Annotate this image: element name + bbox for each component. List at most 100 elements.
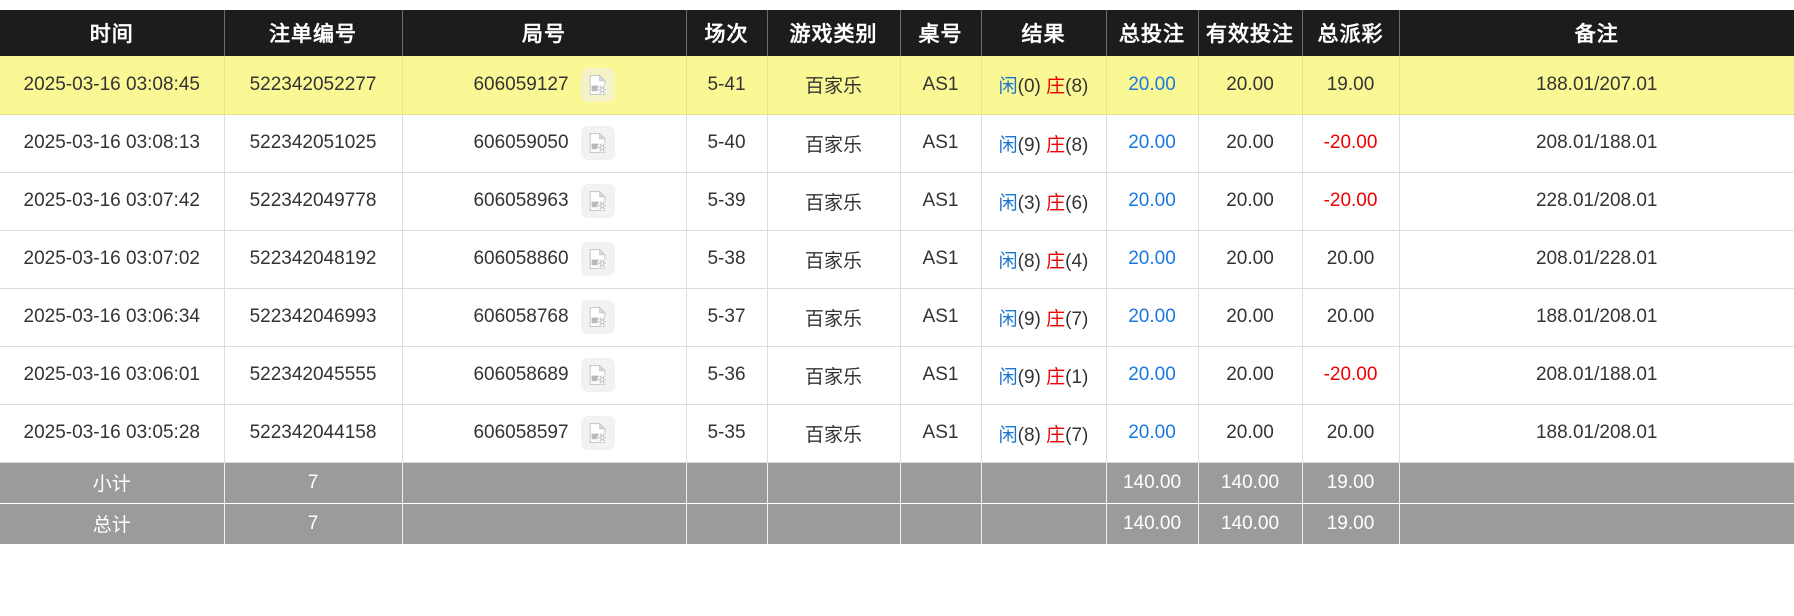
column-header-remark[interactable]: 备注 [1399, 10, 1794, 56]
cell-order-no: 522342044158 [224, 404, 403, 463]
footer-result [981, 503, 1107, 544]
column-header-order-no[interactable]: 注单编号 [224, 10, 403, 56]
footer-valid-bet: 140.00 [1198, 503, 1303, 544]
cell-valid-bet: 20.00 [1198, 404, 1303, 463]
cell-total-payout: -20.00 [1302, 172, 1400, 231]
cell-table-no: AS1 [900, 404, 982, 463]
cell-game-type: 百家乐 [767, 172, 901, 231]
cell-order-no: 522342048192 [224, 230, 403, 289]
column-header-game-type[interactable]: 游戏类别 [767, 10, 901, 56]
video-document-icon[interactable] [580, 126, 615, 160]
cell-table-no: AS1 [900, 172, 982, 231]
cell-result: 闲(3) 庄(6) [981, 172, 1107, 231]
cell-total-payout: 20.00 [1302, 404, 1400, 463]
footer-label: 总计 [0, 503, 225, 544]
video-document-icon[interactable] [580, 300, 615, 334]
column-header-result[interactable]: 结果 [981, 10, 1107, 56]
cell-table-no: AS1 [900, 56, 982, 115]
cell-order-no: 522342045555 [224, 346, 403, 405]
result-banker-label: 庄 [1046, 250, 1066, 272]
cell-session: 5-36 [686, 346, 768, 405]
video-document-icon[interactable] [580, 242, 615, 276]
video-document-icon[interactable] [580, 184, 615, 218]
cell-game-type: 百家乐 [767, 288, 901, 347]
cell-time: 2025-03-16 03:08:45 [0, 56, 225, 115]
table-row[interactable]: 2025-03-16 03:06:01 522342045555 606058689… [0, 346, 1794, 405]
cell-session: 5-37 [686, 288, 768, 347]
column-header-total-payout[interactable]: 总派彩 [1302, 10, 1400, 56]
result-player-label: 闲 [998, 250, 1018, 272]
result-player-label: 闲 [998, 366, 1018, 388]
cell-remark: 188.01/208.01 [1399, 288, 1794, 347]
table-header: 时间 注单编号 局号 场次 游戏类别 桌号 结果 总投注 有效投注 总派彩 备注 [0, 10, 1794, 56]
result-player-label: 闲 [998, 424, 1018, 446]
result-player-points: (9) [1017, 308, 1041, 330]
footer-session [686, 503, 768, 544]
footer-table-no [900, 503, 982, 544]
video-document-icon[interactable] [580, 358, 615, 392]
cell-total-payout: -20.00 [1302, 114, 1400, 173]
result-banker-label: 庄 [1046, 76, 1066, 98]
cell-time: 2025-03-16 03:05:28 [0, 404, 225, 463]
table-row[interactable]: 2025-03-16 03:07:02 522342048192 606058860… [0, 230, 1794, 289]
video-document-icon[interactable] [580, 416, 615, 450]
result-player-label: 闲 [998, 192, 1018, 214]
column-header-valid-bet[interactable]: 有效投注 [1198, 10, 1303, 56]
result-banker-points: (4) [1065, 250, 1089, 272]
cell-remark: 208.01/188.01 [1399, 346, 1794, 405]
cell-order-no: 522342046993 [224, 288, 403, 347]
column-header-session[interactable]: 场次 [686, 10, 768, 56]
footer-game-type [767, 503, 901, 544]
cell-total-bet: 20.00 [1106, 346, 1199, 405]
cell-total-payout: -20.00 [1302, 346, 1400, 405]
cell-valid-bet: 20.00 [1198, 346, 1303, 405]
column-header-table-no[interactable]: 桌号 [900, 10, 982, 56]
cell-session: 5-39 [686, 172, 768, 231]
cell-table-no: AS1 [900, 288, 982, 347]
cell-result: 闲(9) 庄(7) [981, 288, 1107, 347]
result-player-label: 闲 [998, 76, 1018, 98]
cell-time: 2025-03-16 03:06:34 [0, 288, 225, 347]
footer-result [981, 462, 1107, 504]
table-footer: 小计 7 140.00 140.00 19.00 总计 7 140.00 140.00 19.00 [0, 462, 1794, 544]
table-row[interactable]: 2025-03-16 03:08:13 522342051025 606059050… [0, 114, 1794, 173]
result-player-points: (9) [1017, 366, 1041, 388]
result-banker-label: 庄 [1046, 366, 1066, 388]
cell-round-no: 606058597 [402, 404, 687, 463]
cell-session: 5-41 [686, 56, 768, 115]
video-document-icon[interactable] [580, 67, 615, 102]
header-row: 时间 注单编号 局号 场次 游戏类别 桌号 结果 总投注 有效投注 总派彩 备注 [0, 10, 1794, 56]
footer-label: 小计 [0, 462, 225, 504]
cell-round-no: 606058689 [402, 346, 687, 405]
cell-round-no: 606058768 [402, 288, 687, 347]
result-banker-label: 庄 [1046, 192, 1066, 214]
table-row[interactable]: 2025-03-16 03:07:42 522342049778 606058963… [0, 172, 1794, 231]
column-header-round-no[interactable]: 局号 [402, 10, 687, 56]
footer-total-bet: 140.00 [1106, 503, 1199, 544]
footer-valid-bet: 140.00 [1198, 462, 1303, 504]
column-header-time[interactable]: 时间 [0, 10, 225, 56]
cell-game-type: 百家乐 [767, 230, 901, 289]
table-row[interactable]: 2025-03-16 03:05:28 522342044158 606058597… [0, 404, 1794, 463]
footer-remark [1399, 462, 1794, 504]
table-row[interactable]: 2025-03-16 03:06:34 522342046993 606058768… [0, 288, 1794, 347]
result-player-points: (8) [1017, 424, 1041, 446]
cell-total-bet: 20.00 [1106, 172, 1199, 231]
cell-total-payout: 19.00 [1302, 56, 1400, 115]
round-no-text: 606058597 [473, 422, 569, 443]
table-row[interactable]: 2025-03-16 03:08:45 522342052277 606059127… [0, 56, 1794, 115]
cell-session: 5-40 [686, 114, 768, 173]
footer-total-bet: 140.00 [1106, 462, 1199, 504]
cell-valid-bet: 20.00 [1198, 114, 1303, 173]
result-player-points: (0) [1017, 76, 1041, 98]
footer-remark [1399, 503, 1794, 544]
footer-total-payout: 19.00 [1302, 462, 1400, 504]
cell-round-no: 606058963 [402, 172, 687, 231]
cell-result: 闲(9) 庄(8) [981, 114, 1107, 173]
cell-time: 2025-03-16 03:06:01 [0, 346, 225, 405]
result-banker-label: 庄 [1046, 308, 1066, 330]
footer-session [686, 462, 768, 504]
column-header-total-bet[interactable]: 总投注 [1106, 10, 1199, 56]
result-banker-label: 庄 [1046, 424, 1066, 446]
